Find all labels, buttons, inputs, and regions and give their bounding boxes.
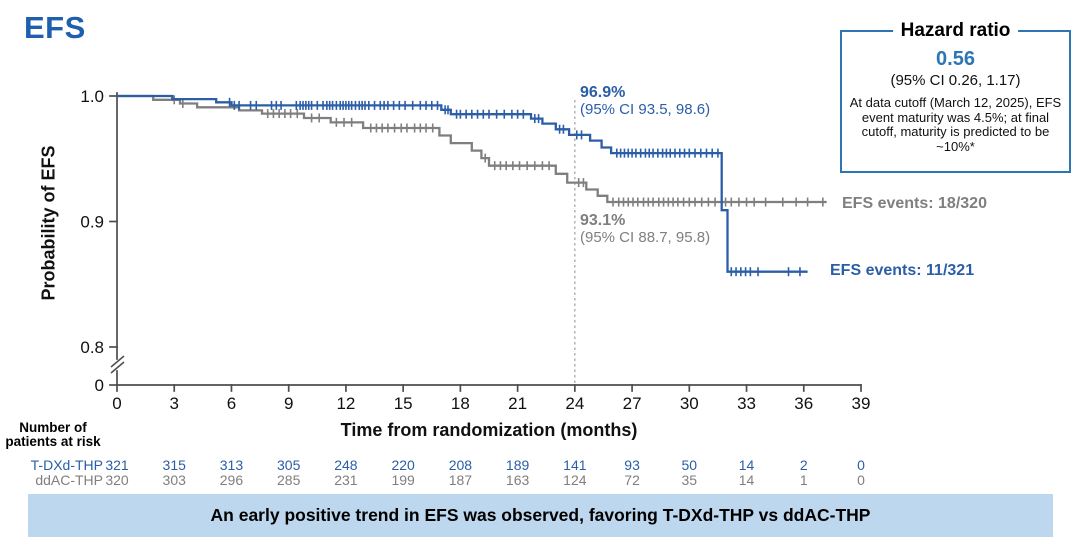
y-tick-label: 0: [95, 376, 104, 395]
x-tick-label: 21: [508, 394, 527, 413]
y-tick-label: 1.0: [80, 87, 104, 106]
risk-row-label-tdxd: T-DXd-THP: [30, 457, 103, 473]
landmark-annotation-ddac: 93.1% (95% CI 88.7, 95.8): [580, 212, 710, 247]
x-tick-label: 15: [394, 394, 413, 413]
risk-cell-T-DXd-THP-m24: 141: [563, 457, 587, 473]
risk-cell-T-DXd-THP-m30: 50: [681, 457, 698, 473]
x-tick-label: 18: [451, 394, 470, 413]
risk-header-line2: patients at risk: [5, 434, 101, 449]
x-tick-label: 39: [852, 394, 871, 413]
landmark-value-tdxd: 96.9%: [580, 84, 626, 101]
risk-cell-T-DXd-THP-m21: 189: [505, 457, 530, 473]
takeaway-banner: An early positive trend in EFS was obser…: [28, 494, 1053, 537]
risk-cell-T-DXd-THP-m27: 93: [624, 457, 640, 473]
risk-cell-ddAC-THP-m27: 72: [624, 472, 640, 488]
y-tick-label: 0.8: [80, 338, 104, 357]
landmark-value-ddac: 93.1%: [580, 212, 626, 229]
risk-row-label-ddac: ddAC-THP: [35, 472, 103, 488]
risk-cell-ddAC-THP-m33: 14: [738, 472, 755, 488]
risk-cell-ddAC-THP-m15: 199: [391, 472, 415, 488]
risk-cell-ddAC-THP-m30: 35: [681, 472, 698, 488]
risk-cell-ddAC-THP-m18: 187: [448, 472, 473, 488]
risk-cell-T-DXd-THP-m18: 208: [448, 457, 473, 473]
landmark-annotation-tdxd: 96.9% (95% CI 93.5, 98.6): [580, 84, 710, 119]
risk-cell-ddAC-THP-m36: 1: [799, 472, 808, 488]
x-tick-label: 6: [227, 394, 236, 413]
x-tick-label: 9: [284, 394, 293, 413]
events-label-ddac: EFS events: 18/320: [842, 195, 987, 212]
risk-table-header: Number of patients at risk: [2, 421, 104, 449]
x-tick-label: 36: [794, 394, 813, 413]
risk-cell-ddAC-THP-m3: 303: [162, 472, 186, 488]
hazard-ratio-title: Hazard ratio: [892, 20, 1019, 42]
risk-cell-T-DXd-THP-m6: 313: [219, 457, 244, 473]
hazard-ratio-value: 0.56: [936, 48, 975, 70]
risk-cell-ddAC-THP-m12: 231: [334, 472, 358, 488]
risk-cell-T-DXd-THP-m15: 220: [391, 457, 415, 473]
x-tick-label: 24: [565, 394, 584, 413]
risk-cell-ddAC-THP-m9: 285: [277, 472, 301, 488]
y-tick-label: 0.9: [80, 213, 104, 232]
landmark-ci-ddac: (95% CI 88.7, 95.8): [580, 228, 711, 246]
axis-break-slash: [110, 361, 125, 374]
x-axis-title: Time from randomization (months): [340, 420, 638, 440]
hazard-ratio-box: Hazard ratio 0.56 (95% CI 0.26, 1.17) At…: [840, 20, 1071, 173]
hazard-ratio-note: At data cutoff (March 12, 2025), EFS eve…: [849, 95, 1062, 154]
x-tick-label: 0: [112, 394, 121, 413]
risk-cell-T-DXd-THP-m12: 248: [334, 457, 358, 473]
risk-cell-ddAC-THP-m24: 124: [563, 472, 587, 488]
x-tick-label: 27: [623, 394, 642, 413]
page-title: EFS: [24, 10, 86, 45]
x-tick-label: 33: [737, 394, 756, 413]
y-axis-title: Probability of EFS: [38, 145, 59, 301]
risk-cell-ddAC-THP-m0: 320: [105, 472, 129, 488]
x-tick-label: 30: [680, 394, 699, 413]
risk-cell-ddAC-THP-m39: 0: [857, 472, 865, 488]
risk-cell-ddAC-THP-m21: 163: [505, 472, 530, 488]
risk-cell-T-DXd-THP-m3: 315: [162, 457, 186, 473]
risk-cell-T-DXd-THP-m33: 14: [738, 457, 755, 473]
risk-cell-T-DXd-THP-m36: 2: [799, 457, 808, 473]
events-label-tdxd: EFS events: 11/321: [830, 262, 975, 279]
hazard-ratio-ci: (95% CI 0.26, 1.17): [890, 72, 1021, 89]
risk-cell-ddAC-THP-m6: 296: [219, 472, 244, 488]
landmark-ci-tdxd: (95% CI 93.5, 98.6): [580, 100, 711, 118]
risk-header-line1: Number of: [19, 420, 87, 435]
x-tick-label: 12: [336, 394, 355, 413]
risk-cell-T-DXd-THP-m0: 321: [105, 457, 129, 473]
risk-cell-T-DXd-THP-m9: 305: [277, 457, 301, 473]
risk-cell-T-DXd-THP-m39: 0: [857, 457, 865, 473]
x-tick-label: 3: [169, 394, 178, 413]
axis-break-slash: [110, 355, 125, 368]
